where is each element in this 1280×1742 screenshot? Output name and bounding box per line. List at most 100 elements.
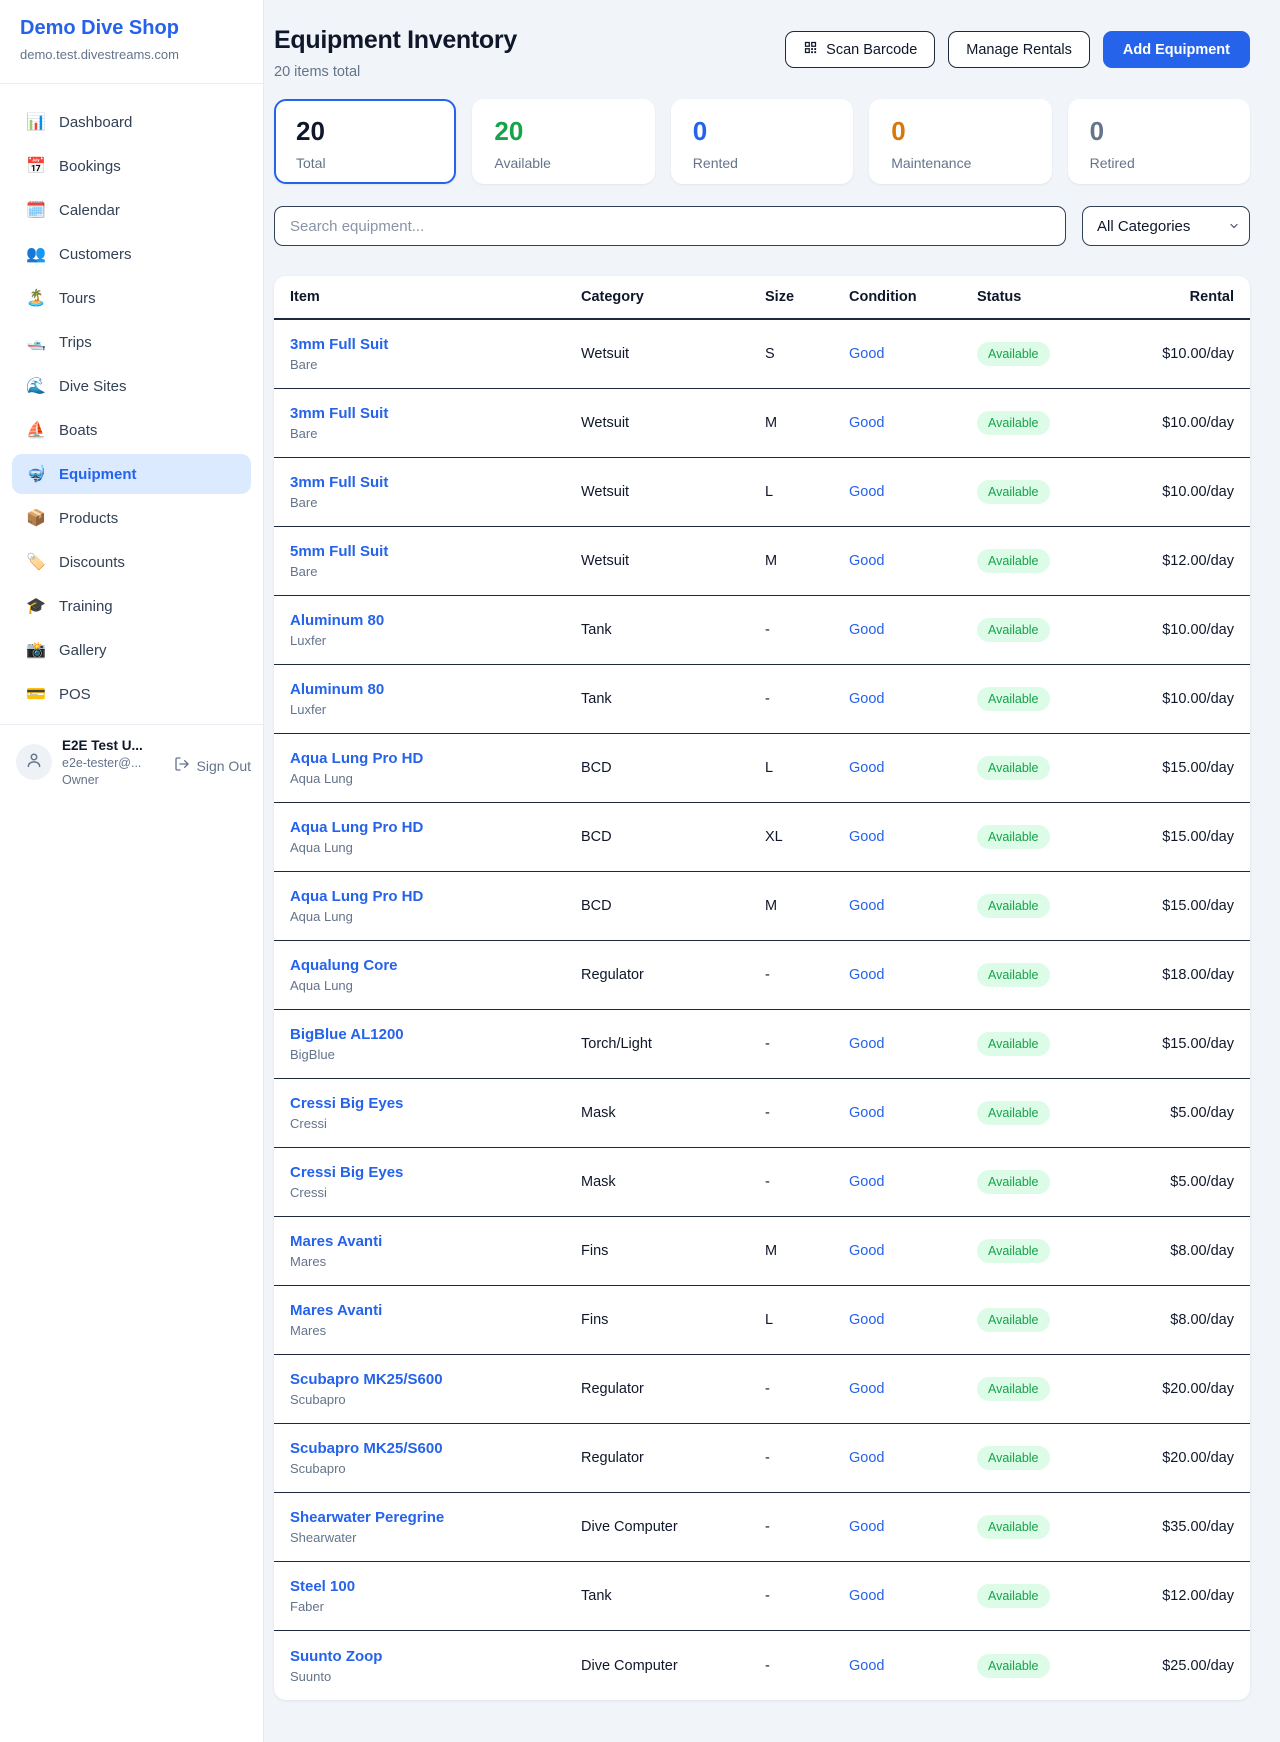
item-condition-link[interactable]: Good	[849, 1036, 885, 1052]
stat-card-retired[interactable]: 0 Retired	[1067, 99, 1250, 184]
status-badge: Available	[977, 825, 1050, 849]
item-name-link[interactable]: Mares Avanti	[290, 1302, 383, 1319]
item-condition-link[interactable]: Good	[849, 1657, 885, 1674]
item-category: BCD	[581, 898, 612, 914]
item-condition-link[interactable]: Good	[849, 484, 885, 500]
item-name-link[interactable]: Aluminum 80	[290, 681, 385, 698]
item-name-link[interactable]: 3mm Full Suit	[290, 474, 389, 491]
item-condition-link[interactable]: Good	[849, 622, 885, 638]
item-name-link[interactable]: Cressi Big Eyes	[290, 1164, 404, 1181]
sidebar-item-training[interactable]: 🎓 Training	[12, 586, 251, 626]
sidebar-item-bookings[interactable]: 📅 Bookings	[12, 146, 251, 186]
item-category: Tank	[581, 691, 612, 707]
item-condition-link[interactable]: Good	[849, 1312, 885, 1328]
table-row: 3mm Full Suit Bare Wetsuit L Good Available $1…	[274, 458, 1250, 527]
item-name-link[interactable]: Aqua Lung Pro HD	[290, 888, 424, 905]
item-name-link[interactable]: 3mm Full Suit	[290, 405, 389, 422]
item-condition-link[interactable]: Good	[849, 898, 885, 914]
sidebar-item-calendar[interactable]: 🗓️ Calendar	[12, 190, 251, 230]
item-rental-rate: $15.00/day	[1162, 829, 1234, 845]
item-condition-link[interactable]: Good	[849, 760, 885, 776]
item-condition-link[interactable]: Good	[849, 967, 885, 983]
item-condition-link[interactable]: Good	[849, 1381, 885, 1397]
search-input[interactable]	[274, 206, 1066, 246]
item-category: Regulator	[581, 1450, 644, 1466]
status-cell: Available	[977, 1032, 1127, 1056]
item-condition-link[interactable]: Good	[849, 1588, 885, 1604]
status-cell: Available	[977, 342, 1127, 366]
item-size: -	[765, 1105, 770, 1121]
sidebar-item-equipment[interactable]: 🤿 Equipment	[12, 454, 251, 494]
item-brand: Suunto	[290, 1668, 332, 1684]
graduation-cap-icon: 🎓	[26, 598, 46, 615]
sidebar-item-dashboard[interactable]: 📊 Dashboard	[12, 102, 251, 142]
item-cell: Mares Avanti Mares	[290, 1302, 581, 1338]
category-select[interactable]: All Categories	[1082, 206, 1250, 246]
table-row: Aluminum 80 Luxfer Tank - Good Available $10.0…	[274, 596, 1250, 665]
status-badge: Available	[977, 1101, 1050, 1125]
sidebar-item-label: Trips	[59, 333, 92, 351]
item-condition-link[interactable]: Good	[849, 1243, 885, 1259]
item-name-link[interactable]: Suunto Zoop	[290, 1647, 383, 1665]
table-row: 5mm Full Suit Bare Wetsuit M Good Available $1…	[274, 527, 1250, 596]
table-row: Aqua Lung Pro HD Aqua Lung BCD L Good Availab…	[274, 734, 1250, 803]
scan-barcode-button[interactable]: Scan Barcode	[785, 31, 936, 68]
user-role: Owner	[62, 773, 99, 787]
stat-card-rented[interactable]: 0 Rented	[670, 99, 854, 184]
sidebar-item-trips[interactable]: 🛥️ Trips	[12, 322, 251, 362]
item-name-link[interactable]: Aqualung Core	[290, 957, 398, 974]
item-name-link[interactable]: Cressi Big Eyes	[290, 1095, 404, 1112]
item-name-link[interactable]: Scubapro MK25/S600	[290, 1371, 443, 1388]
item-condition-link[interactable]: Good	[849, 829, 885, 845]
item-condition-link[interactable]: Good	[849, 1519, 885, 1535]
item-cell: BigBlue AL1200 BigBlue	[290, 1026, 581, 1062]
manage-rentals-button[interactable]: Manage Rentals	[948, 31, 1090, 68]
item-name-link[interactable]: Aqua Lung Pro HD	[290, 750, 424, 767]
sidebar-item-discounts[interactable]: 🏷️ Discounts	[12, 542, 251, 582]
item-rental-rate: $10.00/day	[1162, 622, 1234, 638]
item-category: Torch/Light	[581, 1036, 652, 1052]
item-rental-rate: $5.00/day	[1170, 1105, 1234, 1121]
sidebar-item-customers[interactable]: 👥 Customers	[12, 234, 251, 274]
item-name-link[interactable]: Mares Avanti	[290, 1233, 383, 1250]
item-condition-link[interactable]: Good	[849, 1105, 885, 1121]
item-condition-link[interactable]: Good	[849, 691, 885, 707]
sidebar-item-label: Customers	[59, 245, 132, 263]
item-category: BCD	[581, 760, 612, 776]
item-name-link[interactable]: Aluminum 80	[290, 612, 385, 629]
item-name-link[interactable]: Aqua Lung Pro HD	[290, 819, 424, 836]
item-name-link[interactable]: 5mm Full Suit	[290, 543, 389, 560]
sidebar-item-pos[interactable]: 💳 POS	[12, 674, 251, 714]
item-condition-link[interactable]: Good	[849, 346, 885, 362]
item-cell: Scubapro MK25/S600 Scubapro	[290, 1440, 581, 1476]
item-rental-rate: $20.00/day	[1162, 1450, 1234, 1466]
add-equipment-button[interactable]: Add Equipment	[1102, 31, 1250, 68]
item-name-link[interactable]: Shearwater Peregrine	[290, 1509, 445, 1526]
item-name-link[interactable]: Scubapro MK25/S600	[290, 1440, 443, 1457]
category-select-wrap: All Categories	[1082, 206, 1250, 246]
stat-card-maintenance[interactable]: 0 Maintenance	[869, 99, 1052, 184]
sign-out-button[interactable]: Sign Out	[174, 756, 251, 775]
stat-card-total[interactable]: 20 Total	[274, 99, 457, 184]
item-name-link[interactable]: Steel 100	[290, 1578, 356, 1595]
item-condition-link[interactable]: Good	[849, 553, 885, 569]
brand-title[interactable]: Demo Dive Shop	[20, 17, 179, 39]
status-badge: Available	[977, 1446, 1050, 1470]
palm-island-icon: 🏝️	[26, 290, 46, 307]
sidebar-item-gallery[interactable]: 📸 Gallery	[12, 630, 251, 670]
stat-card-available[interactable]: 20 Available	[472, 99, 655, 184]
item-condition-link[interactable]: Good	[849, 1174, 885, 1190]
sidebar-item-tours[interactable]: 🏝️ Tours	[12, 278, 251, 318]
item-condition-link[interactable]: Good	[849, 1450, 885, 1466]
item-name-link[interactable]: 3mm Full Suit	[290, 336, 389, 353]
item-rental-rate: $12.00/day	[1162, 553, 1234, 569]
item-condition-link[interactable]: Good	[849, 415, 885, 431]
stat-value: 0	[1089, 116, 1105, 146]
sidebar-item-boats[interactable]: ⛵ Boats	[12, 410, 251, 450]
sidebar-item-products[interactable]: 📦 Products	[12, 498, 251, 538]
item-name-link[interactable]: BigBlue AL1200	[290, 1026, 404, 1043]
sidebar-item-dive-sites[interactable]: 🌊 Dive Sites	[12, 366, 251, 406]
item-rental-rate: $12.00/day	[1162, 1588, 1234, 1604]
table-row: Aqualung Core Aqua Lung Regulator - Good Avai…	[274, 941, 1250, 1010]
sidebar-item-label: Training	[59, 597, 113, 615]
